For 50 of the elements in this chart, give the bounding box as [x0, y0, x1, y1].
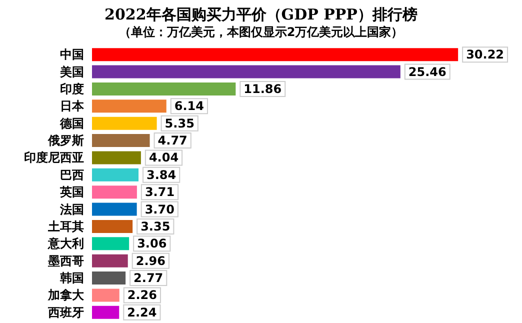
y-tick-label: 加拿大: [47, 288, 85, 302]
bar: [92, 288, 120, 302]
data-label: 3.71: [144, 185, 175, 200]
bar: [92, 100, 166, 113]
data-label: 6.14: [174, 99, 204, 114]
y-tick-label: 西班牙: [47, 305, 84, 320]
data-label: 2.26: [127, 288, 157, 302]
y-tick-label: 英国: [59, 185, 84, 200]
bar: [92, 116, 157, 130]
bar: [92, 48, 458, 62]
y-tick-label: 巴西: [60, 168, 84, 182]
chart-title: 2022年各国购买力平价（GDP PPP）排行榜: [104, 6, 418, 24]
chart-subtitle: （单位：万亿美元，本图仅显示2万亿美元以上国家）: [118, 25, 404, 39]
bar: [92, 202, 137, 216]
y-tick-label: 俄罗斯: [47, 134, 84, 148]
y-tick-label: 韩国: [59, 271, 84, 286]
data-label: 2.77: [134, 271, 164, 286]
y-tick-label: 印度: [60, 82, 84, 96]
data-label: 3.06: [137, 236, 167, 251]
bar: [92, 168, 139, 182]
y-tick-label: 德国: [59, 116, 84, 130]
bar: [92, 220, 133, 233]
y-tick-label: 墨西哥: [47, 254, 84, 268]
data-label: 3.84: [146, 168, 176, 182]
data-label: 4.04: [148, 150, 179, 165]
bar: [92, 82, 236, 96]
y-tick-label: 日本: [60, 99, 85, 114]
data-label: 30.22: [466, 48, 504, 62]
y-tick-label: 法国: [59, 202, 84, 216]
bar: [92, 65, 400, 78]
y-tick-label: 美国: [59, 64, 84, 79]
data-label: 4.77: [158, 134, 188, 148]
data-label: 2.96: [136, 254, 166, 268]
bar: [92, 272, 126, 285]
bar: [92, 151, 141, 164]
data-label: 2.24: [127, 305, 157, 320]
y-tick-label: 中国: [60, 48, 84, 62]
bar: [92, 306, 120, 319]
bar: [92, 186, 137, 199]
y-tick-label: 印度尼西亚: [24, 150, 84, 165]
data-label: 25.46: [408, 64, 446, 79]
data-label: 3.70: [144, 202, 174, 216]
y-tick-label: 意大利: [47, 236, 84, 251]
data-label: 11.86: [244, 82, 282, 96]
bar: [92, 254, 128, 268]
bar: [92, 134, 150, 148]
data-label: 5.35: [164, 116, 194, 130]
data-label: 3.35: [140, 219, 170, 234]
y-tick-label: 土耳其: [47, 219, 84, 234]
bar: [92, 237, 130, 250]
